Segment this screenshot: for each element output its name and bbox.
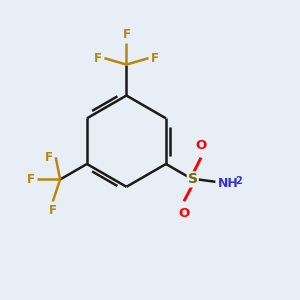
- Text: NH: NH: [218, 177, 239, 190]
- Text: S: S: [188, 172, 198, 186]
- Text: O: O: [195, 140, 207, 152]
- Text: F: F: [49, 205, 57, 218]
- Text: F: F: [27, 173, 35, 186]
- Text: F: F: [122, 28, 130, 41]
- Text: 2: 2: [236, 176, 242, 186]
- Text: F: F: [45, 151, 53, 164]
- Text: O: O: [178, 206, 190, 220]
- Text: F: F: [94, 52, 102, 64]
- Text: F: F: [151, 52, 159, 64]
